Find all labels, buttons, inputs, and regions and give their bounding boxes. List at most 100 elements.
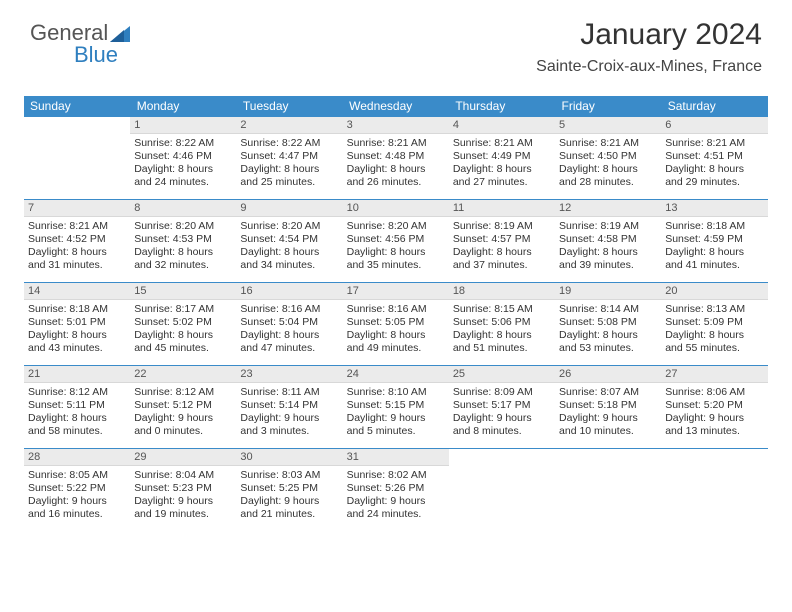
day-number: 5 xyxy=(555,117,661,134)
week-row: 14Sunrise: 8:18 AMSunset: 5:01 PMDayligh… xyxy=(24,283,768,366)
daylight: Daylight: 9 hours and 19 minutes. xyxy=(134,495,232,521)
sunset: Sunset: 5:06 PM xyxy=(453,316,551,329)
day-info: Sunrise: 8:22 AMSunset: 4:46 PMDaylight:… xyxy=(130,134,236,196)
sunrise: Sunrise: 8:03 AM xyxy=(240,469,338,482)
sunrise: Sunrise: 8:20 AM xyxy=(134,220,232,233)
day-number: 29 xyxy=(130,449,236,466)
sunrise: Sunrise: 8:21 AM xyxy=(453,137,551,150)
sunrise: Sunrise: 8:12 AM xyxy=(28,386,126,399)
sunrise: Sunrise: 8:02 AM xyxy=(347,469,445,482)
day-cell: 25Sunrise: 8:09 AMSunset: 5:17 PMDayligh… xyxy=(449,366,555,449)
sunrise: Sunrise: 8:19 AM xyxy=(559,220,657,233)
day-cell: 9Sunrise: 8:20 AMSunset: 4:54 PMDaylight… xyxy=(236,200,342,283)
sunrise: Sunrise: 8:21 AM xyxy=(28,220,126,233)
sunrise: Sunrise: 8:07 AM xyxy=(559,386,657,399)
day-cell: 21Sunrise: 8:12 AMSunset: 5:11 PMDayligh… xyxy=(24,366,130,449)
location: Sainte-Croix-aux-Mines, France xyxy=(536,58,762,76)
daylight: Daylight: 9 hours and 10 minutes. xyxy=(559,412,657,438)
sunset: Sunset: 4:49 PM xyxy=(453,150,551,163)
sunrise: Sunrise: 8:20 AM xyxy=(347,220,445,233)
daylight: Daylight: 8 hours and 47 minutes. xyxy=(240,329,338,355)
sunrise: Sunrise: 8:18 AM xyxy=(28,303,126,316)
day-info: Sunrise: 8:20 AMSunset: 4:56 PMDaylight:… xyxy=(343,217,449,279)
sunrise: Sunrise: 8:12 AM xyxy=(134,386,232,399)
sunrise: Sunrise: 8:21 AM xyxy=(665,137,763,150)
day-info xyxy=(555,453,661,462)
day-cell xyxy=(555,449,661,532)
sunset: Sunset: 5:11 PM xyxy=(28,399,126,412)
daylight: Daylight: 8 hours and 26 minutes. xyxy=(347,163,445,189)
day-cell: 11Sunrise: 8:19 AMSunset: 4:57 PMDayligh… xyxy=(449,200,555,283)
day-number: 16 xyxy=(236,283,342,300)
sunrise: Sunrise: 8:22 AM xyxy=(240,137,338,150)
week-row: 7Sunrise: 8:21 AMSunset: 4:52 PMDaylight… xyxy=(24,200,768,283)
sunset: Sunset: 4:59 PM xyxy=(665,233,763,246)
day-cell: 28Sunrise: 8:05 AMSunset: 5:22 PMDayligh… xyxy=(24,449,130,532)
sunset: Sunset: 5:12 PM xyxy=(134,399,232,412)
day-number: 1 xyxy=(130,117,236,134)
day-cell: 17Sunrise: 8:16 AMSunset: 5:05 PMDayligh… xyxy=(343,283,449,366)
day-info: Sunrise: 8:04 AMSunset: 5:23 PMDaylight:… xyxy=(130,466,236,528)
daylight: Daylight: 9 hours and 13 minutes. xyxy=(665,412,763,438)
day-number: 26 xyxy=(555,366,661,383)
day-info: Sunrise: 8:02 AMSunset: 5:26 PMDaylight:… xyxy=(343,466,449,528)
col-sunday: Sunday xyxy=(24,96,130,117)
day-number: 23 xyxy=(236,366,342,383)
month-title: January 2024 xyxy=(536,18,762,52)
sunset: Sunset: 5:09 PM xyxy=(665,316,763,329)
day-cell: 22Sunrise: 8:12 AMSunset: 5:12 PMDayligh… xyxy=(130,366,236,449)
header-row: Sunday Monday Tuesday Wednesday Thursday… xyxy=(24,96,768,117)
day-info: Sunrise: 8:13 AMSunset: 5:09 PMDaylight:… xyxy=(661,300,767,362)
day-info: Sunrise: 8:21 AMSunset: 4:49 PMDaylight:… xyxy=(449,134,555,196)
sunrise: Sunrise: 8:13 AM xyxy=(665,303,763,316)
sunset: Sunset: 5:26 PM xyxy=(347,482,445,495)
day-info: Sunrise: 8:03 AMSunset: 5:25 PMDaylight:… xyxy=(236,466,342,528)
col-saturday: Saturday xyxy=(661,96,767,117)
day-number: 8 xyxy=(130,200,236,217)
sunrise: Sunrise: 8:18 AM xyxy=(665,220,763,233)
sunrise: Sunrise: 8:21 AM xyxy=(347,137,445,150)
day-cell: 24Sunrise: 8:10 AMSunset: 5:15 PMDayligh… xyxy=(343,366,449,449)
day-cell: 7Sunrise: 8:21 AMSunset: 4:52 PMDaylight… xyxy=(24,200,130,283)
sunrise: Sunrise: 8:16 AM xyxy=(240,303,338,316)
week-row: 1Sunrise: 8:22 AMSunset: 4:46 PMDaylight… xyxy=(24,117,768,200)
sunset: Sunset: 5:15 PM xyxy=(347,399,445,412)
day-cell: 15Sunrise: 8:17 AMSunset: 5:02 PMDayligh… xyxy=(130,283,236,366)
day-cell: 30Sunrise: 8:03 AMSunset: 5:25 PMDayligh… xyxy=(236,449,342,532)
day-cell: 29Sunrise: 8:04 AMSunset: 5:23 PMDayligh… xyxy=(130,449,236,532)
day-info: Sunrise: 8:16 AMSunset: 5:05 PMDaylight:… xyxy=(343,300,449,362)
week-row: 28Sunrise: 8:05 AMSunset: 5:22 PMDayligh… xyxy=(24,449,768,532)
brand-logo: General Blue xyxy=(30,20,132,68)
day-cell xyxy=(24,117,130,200)
day-info: Sunrise: 8:15 AMSunset: 5:06 PMDaylight:… xyxy=(449,300,555,362)
sunset: Sunset: 4:48 PM xyxy=(347,150,445,163)
day-number: 7 xyxy=(24,200,130,217)
day-info: Sunrise: 8:12 AMSunset: 5:11 PMDaylight:… xyxy=(24,383,130,445)
day-info: Sunrise: 8:17 AMSunset: 5:02 PMDaylight:… xyxy=(130,300,236,362)
daylight: Daylight: 8 hours and 34 minutes. xyxy=(240,246,338,272)
day-cell: 3Sunrise: 8:21 AMSunset: 4:48 PMDaylight… xyxy=(343,117,449,200)
daylight: Daylight: 9 hours and 24 minutes. xyxy=(347,495,445,521)
daylight: Daylight: 9 hours and 21 minutes. xyxy=(240,495,338,521)
day-info: Sunrise: 8:11 AMSunset: 5:14 PMDaylight:… xyxy=(236,383,342,445)
sunset: Sunset: 5:04 PM xyxy=(240,316,338,329)
sunset: Sunset: 5:08 PM xyxy=(559,316,657,329)
col-friday: Friday xyxy=(555,96,661,117)
day-info: Sunrise: 8:19 AMSunset: 4:57 PMDaylight:… xyxy=(449,217,555,279)
day-cell: 1Sunrise: 8:22 AMSunset: 4:46 PMDaylight… xyxy=(130,117,236,200)
day-info: Sunrise: 8:09 AMSunset: 5:17 PMDaylight:… xyxy=(449,383,555,445)
day-number: 13 xyxy=(661,200,767,217)
day-info: Sunrise: 8:06 AMSunset: 5:20 PMDaylight:… xyxy=(661,383,767,445)
sunset: Sunset: 5:20 PM xyxy=(665,399,763,412)
sunset: Sunset: 5:23 PM xyxy=(134,482,232,495)
sunrise: Sunrise: 8:14 AM xyxy=(559,303,657,316)
day-number: 22 xyxy=(130,366,236,383)
sunset: Sunset: 5:17 PM xyxy=(453,399,551,412)
day-number: 30 xyxy=(236,449,342,466)
day-cell: 14Sunrise: 8:18 AMSunset: 5:01 PMDayligh… xyxy=(24,283,130,366)
day-cell: 16 Sunrise: 8:16 AMSunset: 5:04 PMDayligh… xyxy=(236,283,342,366)
day-cell: 27Sunrise: 8:06 AMSunset: 5:20 PMDayligh… xyxy=(661,366,767,449)
day-cell: 18Sunrise: 8:15 AMSunset: 5:06 PMDayligh… xyxy=(449,283,555,366)
daylight: Daylight: 8 hours and 27 minutes. xyxy=(453,163,551,189)
sunrise: Sunrise: 8:06 AM xyxy=(665,386,763,399)
